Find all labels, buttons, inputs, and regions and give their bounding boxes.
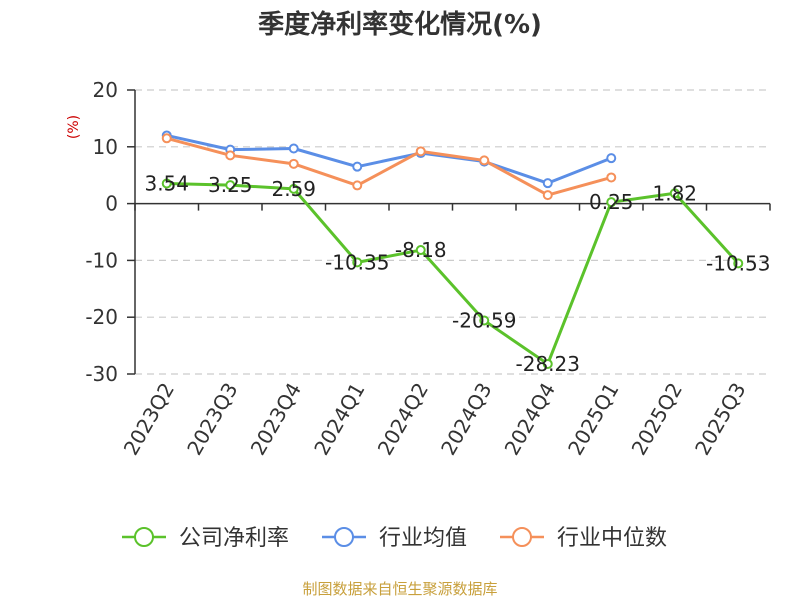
legend-swatch-marker — [134, 527, 154, 547]
y-tick-label: 10 — [93, 135, 118, 159]
x-tick-label: 2025Q2 — [627, 379, 687, 460]
data-point — [415, 245, 426, 256]
series-layer — [161, 130, 744, 369]
data-point — [415, 146, 426, 157]
data-point — [225, 180, 236, 191]
data-point — [606, 172, 617, 183]
data-label: 3.25 — [208, 173, 253, 197]
data-label-layer: 3.54 3.25 2.59 -10.35-8.18 -20.59-28.23 0.25 1… — [144, 171, 770, 375]
data-point — [352, 161, 363, 172]
series-line — [166, 136, 612, 197]
y-tick-label: 20 — [93, 78, 118, 102]
x-tick-label: 2024Q1 — [309, 379, 369, 460]
data-point — [479, 155, 490, 166]
grid-layer — [135, 89, 770, 375]
source-note: 制图数据来自恒生聚源数据库 — [302, 580, 497, 598]
data-label: 2.59 — [271, 177, 316, 201]
data-label: -10.53 — [706, 251, 770, 275]
legend-label: 行业中位数 — [557, 526, 667, 551]
legend: 公司净利率 行业均值 行业中位数 — [122, 526, 667, 551]
data-label: -28.23 — [516, 352, 580, 376]
data-point — [352, 257, 363, 268]
data-point — [479, 315, 490, 326]
data-point — [288, 143, 299, 154]
x-tick-label: 2023Q4 — [246, 379, 306, 460]
legend-label: 公司净利率 — [179, 526, 289, 551]
y-tick-label: -10 — [85, 248, 118, 272]
data-point — [669, 188, 680, 199]
legend-swatch-marker — [512, 527, 532, 547]
y-axis-unit-label: (%) — [66, 115, 82, 139]
data-label: 3.54 — [144, 171, 189, 195]
data-point — [542, 358, 553, 369]
y-tick-label: -30 — [85, 362, 118, 386]
x-tick-label: 2024Q4 — [500, 379, 560, 460]
x-tick-label: 2024Q3 — [436, 379, 496, 460]
data-label: -20.59 — [452, 309, 516, 333]
data-point — [352, 180, 363, 191]
data-label: 0.25 — [589, 190, 634, 214]
x-tick-label: 2023Q2 — [119, 379, 179, 460]
series-line — [166, 133, 612, 185]
legend-label: 行业均值 — [379, 526, 467, 551]
data-point — [225, 150, 236, 161]
data-point — [288, 183, 299, 194]
x-tick-label: 2025Q1 — [563, 379, 623, 460]
data-point — [288, 158, 299, 169]
data-label: -10.35 — [325, 250, 389, 274]
x-tick-label: 2024Q2 — [373, 379, 433, 460]
series-line — [166, 181, 740, 366]
data-point — [542, 178, 553, 189]
data-point — [161, 133, 172, 144]
y-tick-label: -20 — [85, 305, 118, 329]
data-point — [542, 190, 553, 201]
data-label: -8.18 — [395, 238, 447, 262]
data-label: 1.82 — [652, 181, 697, 205]
data-point — [733, 258, 744, 269]
x-tick-label: 2025Q3 — [690, 379, 750, 460]
chart-title: 季度净利率变化情况(%) — [258, 9, 542, 40]
y-tick-label: 0 — [105, 192, 118, 216]
data-point — [161, 178, 172, 189]
x-tick-label: 2023Q3 — [182, 379, 242, 460]
legend-swatch-marker — [334, 527, 354, 547]
data-point — [606, 153, 617, 164]
data-point — [606, 197, 617, 208]
